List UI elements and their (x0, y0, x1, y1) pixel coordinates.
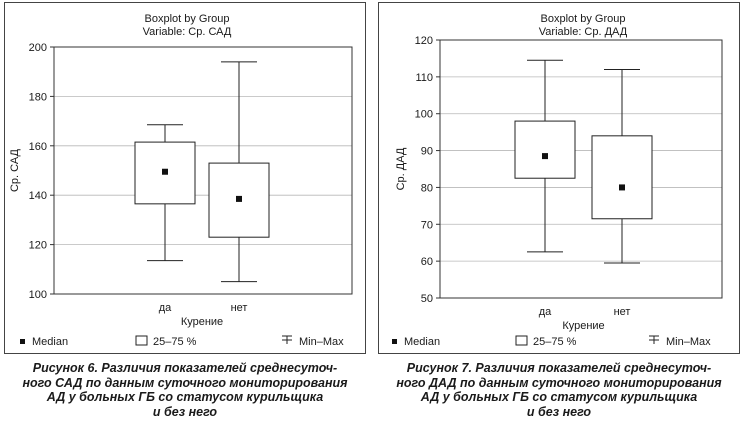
x-tick-label: нет (231, 302, 248, 314)
plot-area (439, 39, 723, 299)
chart-subtitle: Variable: Ср. ДАД (539, 26, 628, 38)
plot-area (53, 46, 353, 295)
y-axis-label: Ср. САД (9, 148, 21, 192)
median-marker (162, 168, 168, 175)
y-tick-label: 100 (29, 289, 47, 301)
legend-median-label: Median (32, 336, 68, 348)
median-marker (542, 153, 548, 160)
legend-median-marker (392, 339, 397, 344)
legend-whisker-label: Min–Max (299, 336, 344, 348)
chart-title: Boxplot by Group (541, 13, 626, 25)
x-tick-label: да (159, 302, 172, 314)
chart-frame (378, 2, 740, 354)
caption-line: и без него (526, 404, 592, 419)
caption-line: АД у больных ГБ со статусом курильщика (46, 390, 324, 404)
figure-caption: Рисунок 6. Различия показателей среднесу… (4, 361, 366, 419)
legend-box-label: 25–75 % (533, 336, 577, 348)
x-tick-label: да (539, 306, 552, 318)
legend-whisker-label: Min–Max (666, 336, 711, 348)
figure-6: Boxplot by Group Variable: Ср. САД 100 120 1… (4, 2, 366, 419)
y-tick-label: 110 (415, 72, 433, 84)
y-tick-label: 180 (29, 91, 47, 103)
iqr-box (514, 120, 576, 179)
caption-line: ного САД по данным суточного мониториров… (22, 375, 348, 390)
y-axis-label: Ср. ДАД (395, 147, 407, 190)
caption-line: Рисунок 7. Различия показателей среднесу… (406, 361, 712, 375)
y-tick-label: 80 (421, 182, 433, 194)
y-tick-label: 120 (415, 35, 433, 47)
x-axis-label: Курение (562, 320, 604, 332)
legend-box-label: 25–75 % (153, 336, 197, 348)
y-tick-label: 140 (29, 190, 47, 202)
median-marker (619, 184, 625, 191)
y-tick-label: 70 (421, 219, 433, 231)
caption-line: ного ДАД по данным суточного мониториров… (396, 375, 722, 390)
x-tick-label: нет (614, 306, 631, 318)
median-marker (236, 195, 242, 202)
y-tick-label: 160 (29, 141, 47, 153)
figure-caption: Рисунок 7. Различия показателей среднесу… (378, 361, 740, 419)
y-tick-label: 60 (421, 256, 433, 268)
legend-median-marker (20, 339, 25, 344)
chart-frame (4, 2, 366, 354)
y-tick-label: 120 (29, 240, 47, 252)
caption-line: и без него (152, 404, 218, 419)
figure-7: Boxplot by Group Variable: Ср. ДАД 50 60 70 8… (374, 0, 748, 430)
iqr-box (591, 135, 653, 220)
legend-box-marker (135, 335, 148, 346)
y-tick-label: 100 (415, 109, 433, 121)
y-tick-label: 50 (421, 293, 433, 305)
y-tick-label: 200 (29, 42, 47, 54)
chart-title: Boxplot by Group (145, 13, 230, 25)
caption-line: АД у больных ГБ со статусом курильщика (420, 390, 698, 404)
chart-subtitle: Variable: Ср. САД (143, 26, 232, 38)
x-axis-label: Курение (181, 316, 223, 328)
caption-line: Рисунок 6. Различия показателей среднесу… (32, 361, 338, 375)
legend-median-label: Median (404, 336, 440, 348)
y-tick-label: 90 (421, 146, 433, 158)
legend-box-marker (515, 335, 528, 346)
